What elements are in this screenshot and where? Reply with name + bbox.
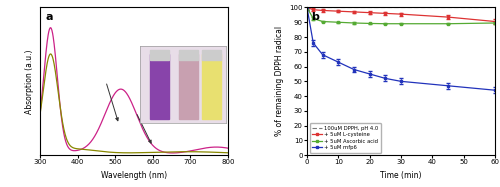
Y-axis label: Absorption (a.u.): Absorption (a.u.): [26, 49, 35, 114]
X-axis label: Time (min): Time (min): [380, 171, 422, 180]
X-axis label: Wavelength (nm): Wavelength (nm): [101, 171, 167, 180]
Text: b: b: [310, 12, 318, 22]
Y-axis label: % of remaining DPPH radical: % of remaining DPPH radical: [275, 26, 284, 136]
Text: a: a: [46, 12, 53, 22]
Legend: 100uM DPPH, pH 4.0, + 5uM L-cysteine, + 5uM Ascorbic acid, + 5uM mfp6: 100uM DPPH, pH 4.0, + 5uM L-cysteine, + …: [310, 123, 381, 153]
